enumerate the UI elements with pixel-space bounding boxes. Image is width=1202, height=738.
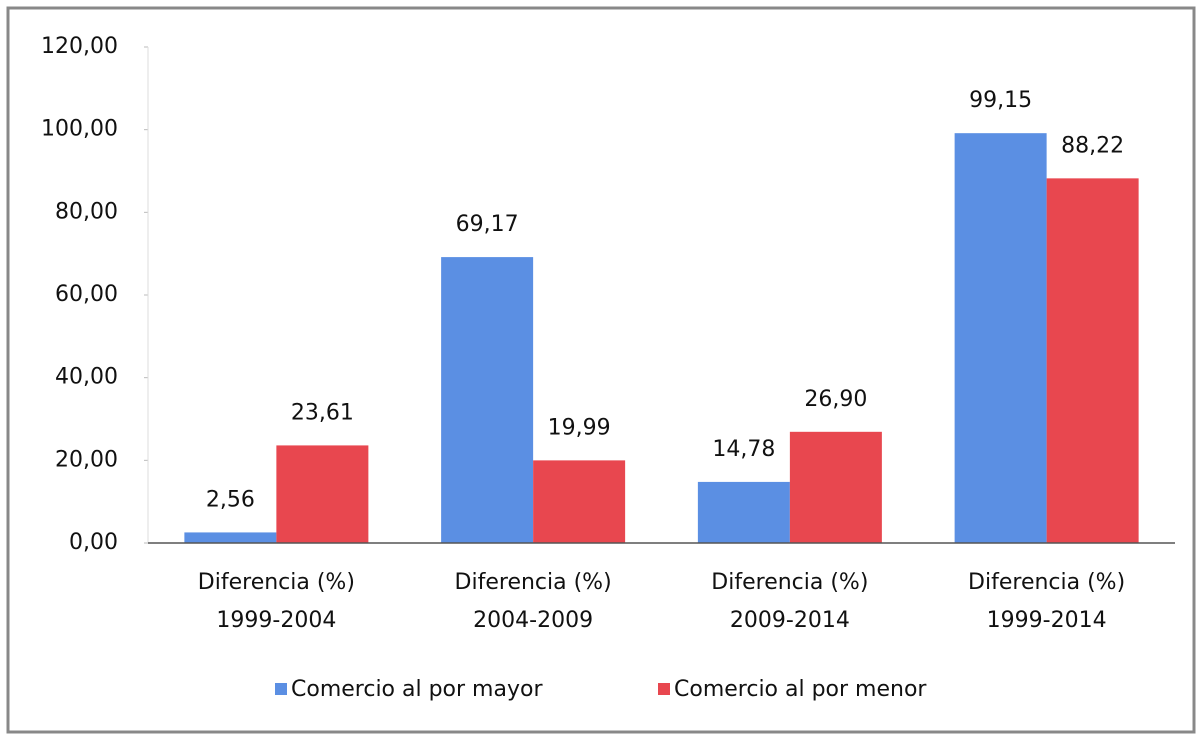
y-tick-label: 80,00 xyxy=(55,199,118,224)
data-label: 26,90 xyxy=(804,387,867,412)
y-tick-label: 40,00 xyxy=(55,365,118,390)
bar xyxy=(1046,178,1139,543)
legend-label: Comercio al por mayor xyxy=(291,677,543,702)
legend-swatch xyxy=(658,683,670,695)
legend-label: Comercio al por menor xyxy=(674,677,927,702)
legend-swatch xyxy=(275,683,287,695)
x-tick-label: Diferencia (%) xyxy=(198,570,355,595)
bar xyxy=(184,532,277,543)
x-tick-label: Diferencia (%) xyxy=(455,570,612,595)
x-tick-label: 2009-2014 xyxy=(730,608,850,633)
bar xyxy=(441,257,534,543)
y-tick-label: 120,00 xyxy=(41,34,118,59)
x-tick-label: 1999-2014 xyxy=(987,608,1107,633)
y-tick-label: 20,00 xyxy=(55,447,118,472)
data-label: 19,99 xyxy=(548,415,611,440)
bar xyxy=(533,460,626,543)
bar xyxy=(697,481,790,543)
data-label: 2,56 xyxy=(206,487,255,512)
x-tick-label: Diferencia (%) xyxy=(711,570,868,595)
bar xyxy=(954,133,1047,543)
x-tick-label: 1999-2004 xyxy=(216,608,336,633)
data-label: 14,78 xyxy=(712,437,775,462)
bar xyxy=(789,431,882,543)
data-label: 88,22 xyxy=(1061,133,1124,158)
data-label: 99,15 xyxy=(969,88,1032,113)
y-tick-label: 100,00 xyxy=(41,117,118,142)
x-tick-label: Diferencia (%) xyxy=(968,570,1125,595)
y-tick-label: 0,00 xyxy=(69,530,118,555)
data-label: 23,61 xyxy=(291,400,354,425)
bar xyxy=(276,445,369,543)
y-tick-label: 60,00 xyxy=(55,282,118,307)
x-tick-label: 2004-2009 xyxy=(473,608,593,633)
data-label: 69,17 xyxy=(456,212,519,237)
